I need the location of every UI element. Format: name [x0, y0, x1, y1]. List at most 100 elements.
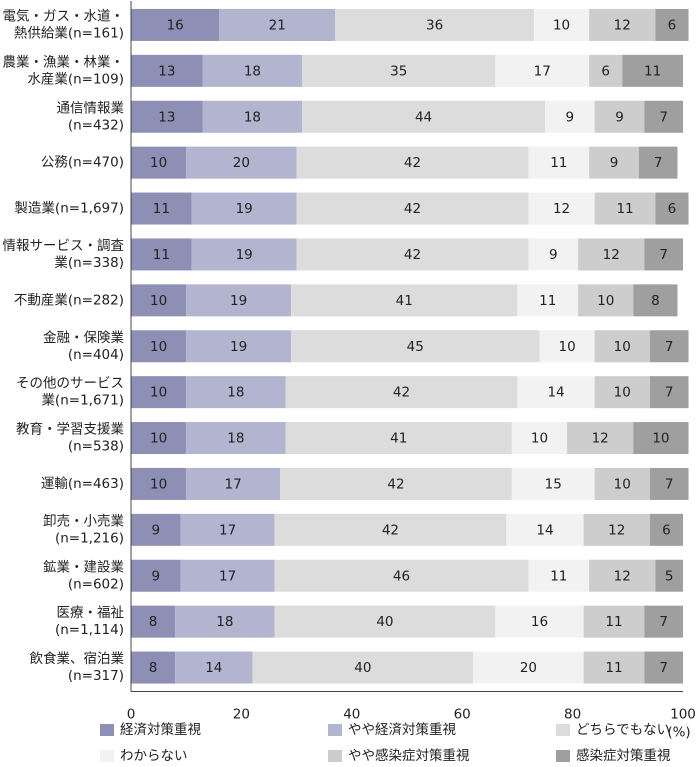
bar-segment	[131, 376, 187, 409]
data-label: 9	[610, 155, 619, 171]
bar-segment	[219, 8, 336, 41]
data-label: 10	[614, 476, 631, 492]
category-label: (n=602)	[68, 576, 124, 592]
category-label: (n=317)	[68, 668, 124, 684]
x-tick-label: 100	[670, 707, 696, 723]
data-label: 18	[244, 63, 261, 79]
bar-segment	[175, 605, 275, 638]
category-label: 通信情報業	[57, 100, 125, 116]
category-label: (n=538)	[68, 439, 124, 455]
data-label: 17	[219, 568, 236, 584]
data-label: 6	[668, 201, 677, 217]
legend-label: やや感染症対策重視	[348, 747, 470, 764]
bar-segment	[180, 559, 275, 592]
data-label: 11	[644, 63, 661, 79]
data-label: 9	[566, 109, 575, 125]
bar-segment	[186, 422, 286, 455]
data-label: 40	[354, 660, 371, 676]
category-label: 熱供給業(n=161)	[14, 25, 124, 41]
x-unit-label: (%)	[667, 725, 690, 741]
data-label: 10	[150, 293, 167, 309]
bar-segment	[285, 376, 518, 409]
data-label: 35	[390, 63, 407, 79]
bar-segment	[517, 284, 579, 317]
data-label: 7	[665, 385, 674, 401]
data-label: 7	[665, 476, 674, 492]
data-label: 7	[659, 660, 668, 676]
x-tick-label: 0	[127, 707, 136, 723]
legend-swatch	[556, 724, 570, 736]
bar-segment	[296, 146, 529, 179]
data-label: 7	[665, 339, 674, 355]
data-label: 10	[150, 476, 167, 492]
bar-segment	[528, 146, 590, 179]
data-label: 11	[153, 201, 170, 217]
data-label: 10	[531, 431, 548, 447]
data-label: 19	[236, 201, 253, 217]
bar-segment	[638, 146, 678, 179]
data-label: 8	[149, 614, 158, 630]
x-tick-label: 60	[454, 707, 471, 723]
category-label: 製造業(n=1,697)	[14, 201, 124, 217]
data-label: 10	[652, 431, 669, 447]
data-label: 8	[651, 293, 660, 309]
bar-segment	[528, 559, 590, 592]
bar-segment	[533, 8, 590, 41]
bar-segment	[511, 467, 595, 500]
bar-segment	[191, 192, 297, 225]
bar-segment	[274, 513, 507, 546]
data-label: 17	[534, 63, 551, 79]
bar-segment	[583, 651, 645, 684]
data-label: 36	[426, 17, 443, 33]
data-label: 12	[614, 568, 631, 584]
data-label: 6	[662, 522, 671, 538]
data-label: 41	[390, 431, 407, 447]
data-label: 11	[605, 660, 622, 676]
bar-segment	[655, 8, 689, 41]
bar-segment	[528, 238, 579, 271]
category-label: 農業・漁業・林業・	[3, 54, 125, 70]
data-label: 42	[404, 201, 421, 217]
data-label: 14	[536, 522, 553, 538]
legend-swatch	[328, 750, 342, 762]
x-tick-label: 40	[343, 707, 360, 723]
bar-segment	[644, 100, 683, 133]
bar-segment	[644, 605, 683, 638]
data-label: 10	[150, 339, 167, 355]
bar-segment	[594, 192, 656, 225]
bar-segment	[589, 54, 623, 87]
data-label: 19	[230, 293, 247, 309]
bar-segment	[589, 146, 639, 179]
data-label: 8	[149, 660, 158, 676]
data-label: 18	[244, 109, 261, 125]
category-label: 水産業(n=109)	[27, 71, 124, 87]
data-label: 18	[227, 431, 244, 447]
bar-segment	[131, 651, 176, 684]
legend-label: 経済対策重視	[120, 721, 201, 738]
data-label: 42	[382, 522, 399, 538]
data-label: 6	[668, 17, 677, 33]
bar-segment	[622, 54, 683, 87]
bar-segment	[633, 422, 689, 455]
legend-label: 感染症対策重視	[576, 747, 671, 764]
bar-segment	[131, 467, 187, 500]
data-label: 18	[227, 385, 244, 401]
bar-segment	[296, 238, 529, 271]
data-label: 12	[592, 431, 609, 447]
bar-segment	[131, 513, 181, 546]
category-label: その他のサービス	[16, 376, 124, 392]
category-label: 教育・学習支援業	[16, 422, 124, 438]
data-label: 11	[550, 568, 567, 584]
legend-label: どちらでもない	[576, 722, 670, 738]
data-label: 41	[396, 293, 413, 309]
data-label: 10	[614, 339, 631, 355]
data-label: 17	[219, 522, 236, 538]
bar-segment	[131, 238, 192, 271]
data-label: 13	[158, 109, 175, 125]
data-label: 10	[150, 431, 167, 447]
bar-segment	[285, 422, 512, 455]
data-label: 10	[558, 339, 575, 355]
bar-segment	[528, 192, 595, 225]
x-tick-label: 80	[564, 707, 581, 723]
bar-segment	[589, 559, 656, 592]
